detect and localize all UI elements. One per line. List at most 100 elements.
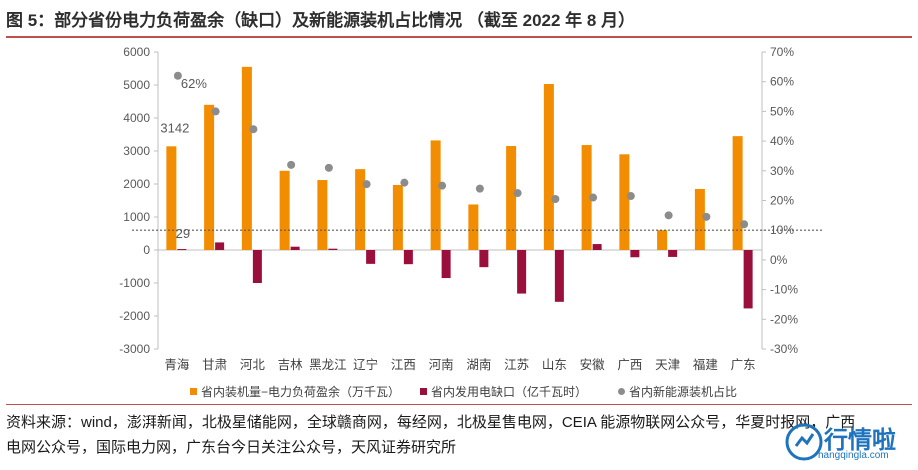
y-right-tick-label: 0%	[770, 253, 788, 267]
bar-surplus	[581, 145, 592, 250]
bar-gap	[630, 250, 640, 258]
bar-gap	[403, 250, 413, 265]
legend-swatch-gap	[420, 388, 427, 395]
y-left-tick-label: -2000	[119, 309, 150, 323]
bar-surplus	[241, 66, 252, 250]
y-left-tick-label: 1000	[123, 210, 150, 224]
y-left-tick-label: 4000	[123, 111, 150, 125]
legend-swatch-surplus	[190, 388, 197, 395]
x-tick-label: 安徽	[580, 357, 606, 372]
watermark: 行情啦 hangqingla.com	[776, 416, 916, 468]
bar-gap	[215, 242, 225, 250]
x-tick-label: 河南	[429, 357, 454, 372]
label-surplus-qinghai: 3142	[160, 120, 189, 135]
x-tick-label: 山东	[542, 358, 567, 372]
x-tick-label: 辽宁	[353, 357, 378, 372]
y-left-tick-label: -3000	[119, 342, 150, 356]
share-point	[438, 181, 447, 190]
bar-surplus	[204, 104, 215, 250]
bar-gap	[554, 250, 564, 302]
share-point	[362, 180, 371, 189]
bar-surplus	[430, 140, 441, 250]
label-share-qinghai: 62%	[181, 76, 207, 91]
x-tick-label: 广东	[731, 358, 756, 372]
title-main: 部分省份电力负荷盈余（缺口）及新能源装机占比情况 （截至 2022 年 8 月）	[54, 11, 636, 30]
share-point	[740, 220, 749, 229]
bar-surplus	[392, 184, 403, 250]
x-tick-label: 广西	[617, 358, 642, 372]
bar-gap	[479, 250, 489, 268]
y-right-tick-label: 30%	[770, 164, 794, 178]
x-tick-label: 天津	[655, 358, 680, 372]
chart-area: -3000 -2000 -1000 0 1000 2000 3000 4000 5000 6000…	[119, 45, 822, 372]
bar-surplus	[468, 204, 479, 250]
y-left-tick-label: -1000	[119, 276, 150, 290]
source-note: 资料来源：wind，澎湃新闻，北极星储能网，全球赣商网，每经网，北极星售电网，C…	[6, 414, 856, 456]
y-right-tick-label: -20%	[770, 312, 798, 326]
x-tick-label: 黑龙江	[309, 358, 347, 372]
title-bar: 图 5：部分省份电力负荷盈余（缺口）及新能源装机占比情况 （截至 2022 年 …	[6, 0, 912, 38]
footer-divider	[6, 404, 912, 405]
legend-item-surplus: 省内装机量−电力负荷盈余（万千瓦）	[190, 383, 400, 400]
x-tick-label: 福建	[693, 357, 719, 372]
bar-surplus	[732, 136, 743, 250]
bar-surplus	[317, 180, 328, 250]
watermark-url: hangqingla.com	[818, 450, 889, 461]
share-point	[702, 212, 711, 221]
y-right-tick-label: 20%	[770, 194, 794, 208]
bar-surplus	[279, 170, 290, 250]
legend-label-share: 省内新能源装机占比	[629, 385, 738, 399]
share-point	[626, 192, 635, 201]
share-point	[173, 71, 182, 80]
bar-gap	[592, 244, 602, 250]
x-tick-label: 江西	[391, 358, 416, 372]
share-point	[551, 195, 560, 204]
legend-item-gap: 省内发用电缺口（亿千瓦时）	[420, 383, 587, 400]
share-point	[475, 184, 484, 193]
bar-gap	[366, 250, 376, 264]
bar-gap	[441, 250, 451, 279]
bar-gap	[517, 250, 527, 294]
x-tick-label: 甘肃	[202, 358, 227, 372]
chart-legend: 省内装机量−电力负荷盈余（万千瓦） 省内发用电缺口（亿千瓦时） 省内新能源装机占…	[0, 383, 918, 403]
bar-surplus	[506, 146, 517, 250]
bar-gap	[743, 250, 753, 309]
bar-surplus	[694, 188, 705, 250]
bar-gap	[252, 250, 262, 283]
share-point	[400, 178, 409, 187]
y-right-tick-label: 10%	[770, 223, 794, 237]
y-right-tick-label: 40%	[770, 134, 794, 148]
y-right-tick-label: -10%	[770, 283, 798, 297]
share-point	[324, 163, 333, 172]
bar-surplus	[355, 169, 366, 250]
y-left-tick-label: 6000	[123, 45, 150, 59]
bar-surplus	[619, 154, 630, 250]
share-point	[664, 211, 673, 220]
y-right-tick-label: 70%	[770, 45, 794, 59]
x-tick-label: 河北	[240, 358, 266, 372]
bar-surplus	[166, 146, 177, 250]
share-point	[589, 193, 598, 202]
x-tick-label: 湖南	[466, 357, 491, 372]
y-left-tick-label: 5000	[123, 78, 150, 92]
x-tick-label: 江苏	[504, 357, 529, 372]
y-right-tick-label: 60%	[770, 75, 794, 89]
bar-gap	[177, 249, 187, 251]
x-tick-label: 吉林	[278, 358, 304, 372]
y-left-tick-label: 2000	[123, 177, 150, 191]
y-left-tick-label: 0	[143, 243, 150, 257]
bar-gap	[668, 250, 678, 257]
y-right-tick-label: -30%	[770, 342, 798, 356]
legend-label-gap: 省内发用电缺口（亿千瓦时）	[431, 385, 588, 399]
title-prefix: 图 5：	[6, 11, 55, 30]
bar-gap	[328, 248, 338, 250]
bar-gap	[290, 246, 300, 250]
watermark-logo-icon	[785, 423, 823, 461]
share-point	[249, 125, 258, 134]
share-point	[211, 107, 220, 116]
legend-item-share: 省内新能源装机占比	[618, 383, 737, 400]
legend-dot-share	[618, 388, 625, 395]
y-left-tick-label: 3000	[123, 144, 150, 158]
bar-surplus	[657, 230, 668, 250]
legend-label-surplus: 省内装机量−电力负荷盈余（万千瓦）	[201, 385, 401, 399]
